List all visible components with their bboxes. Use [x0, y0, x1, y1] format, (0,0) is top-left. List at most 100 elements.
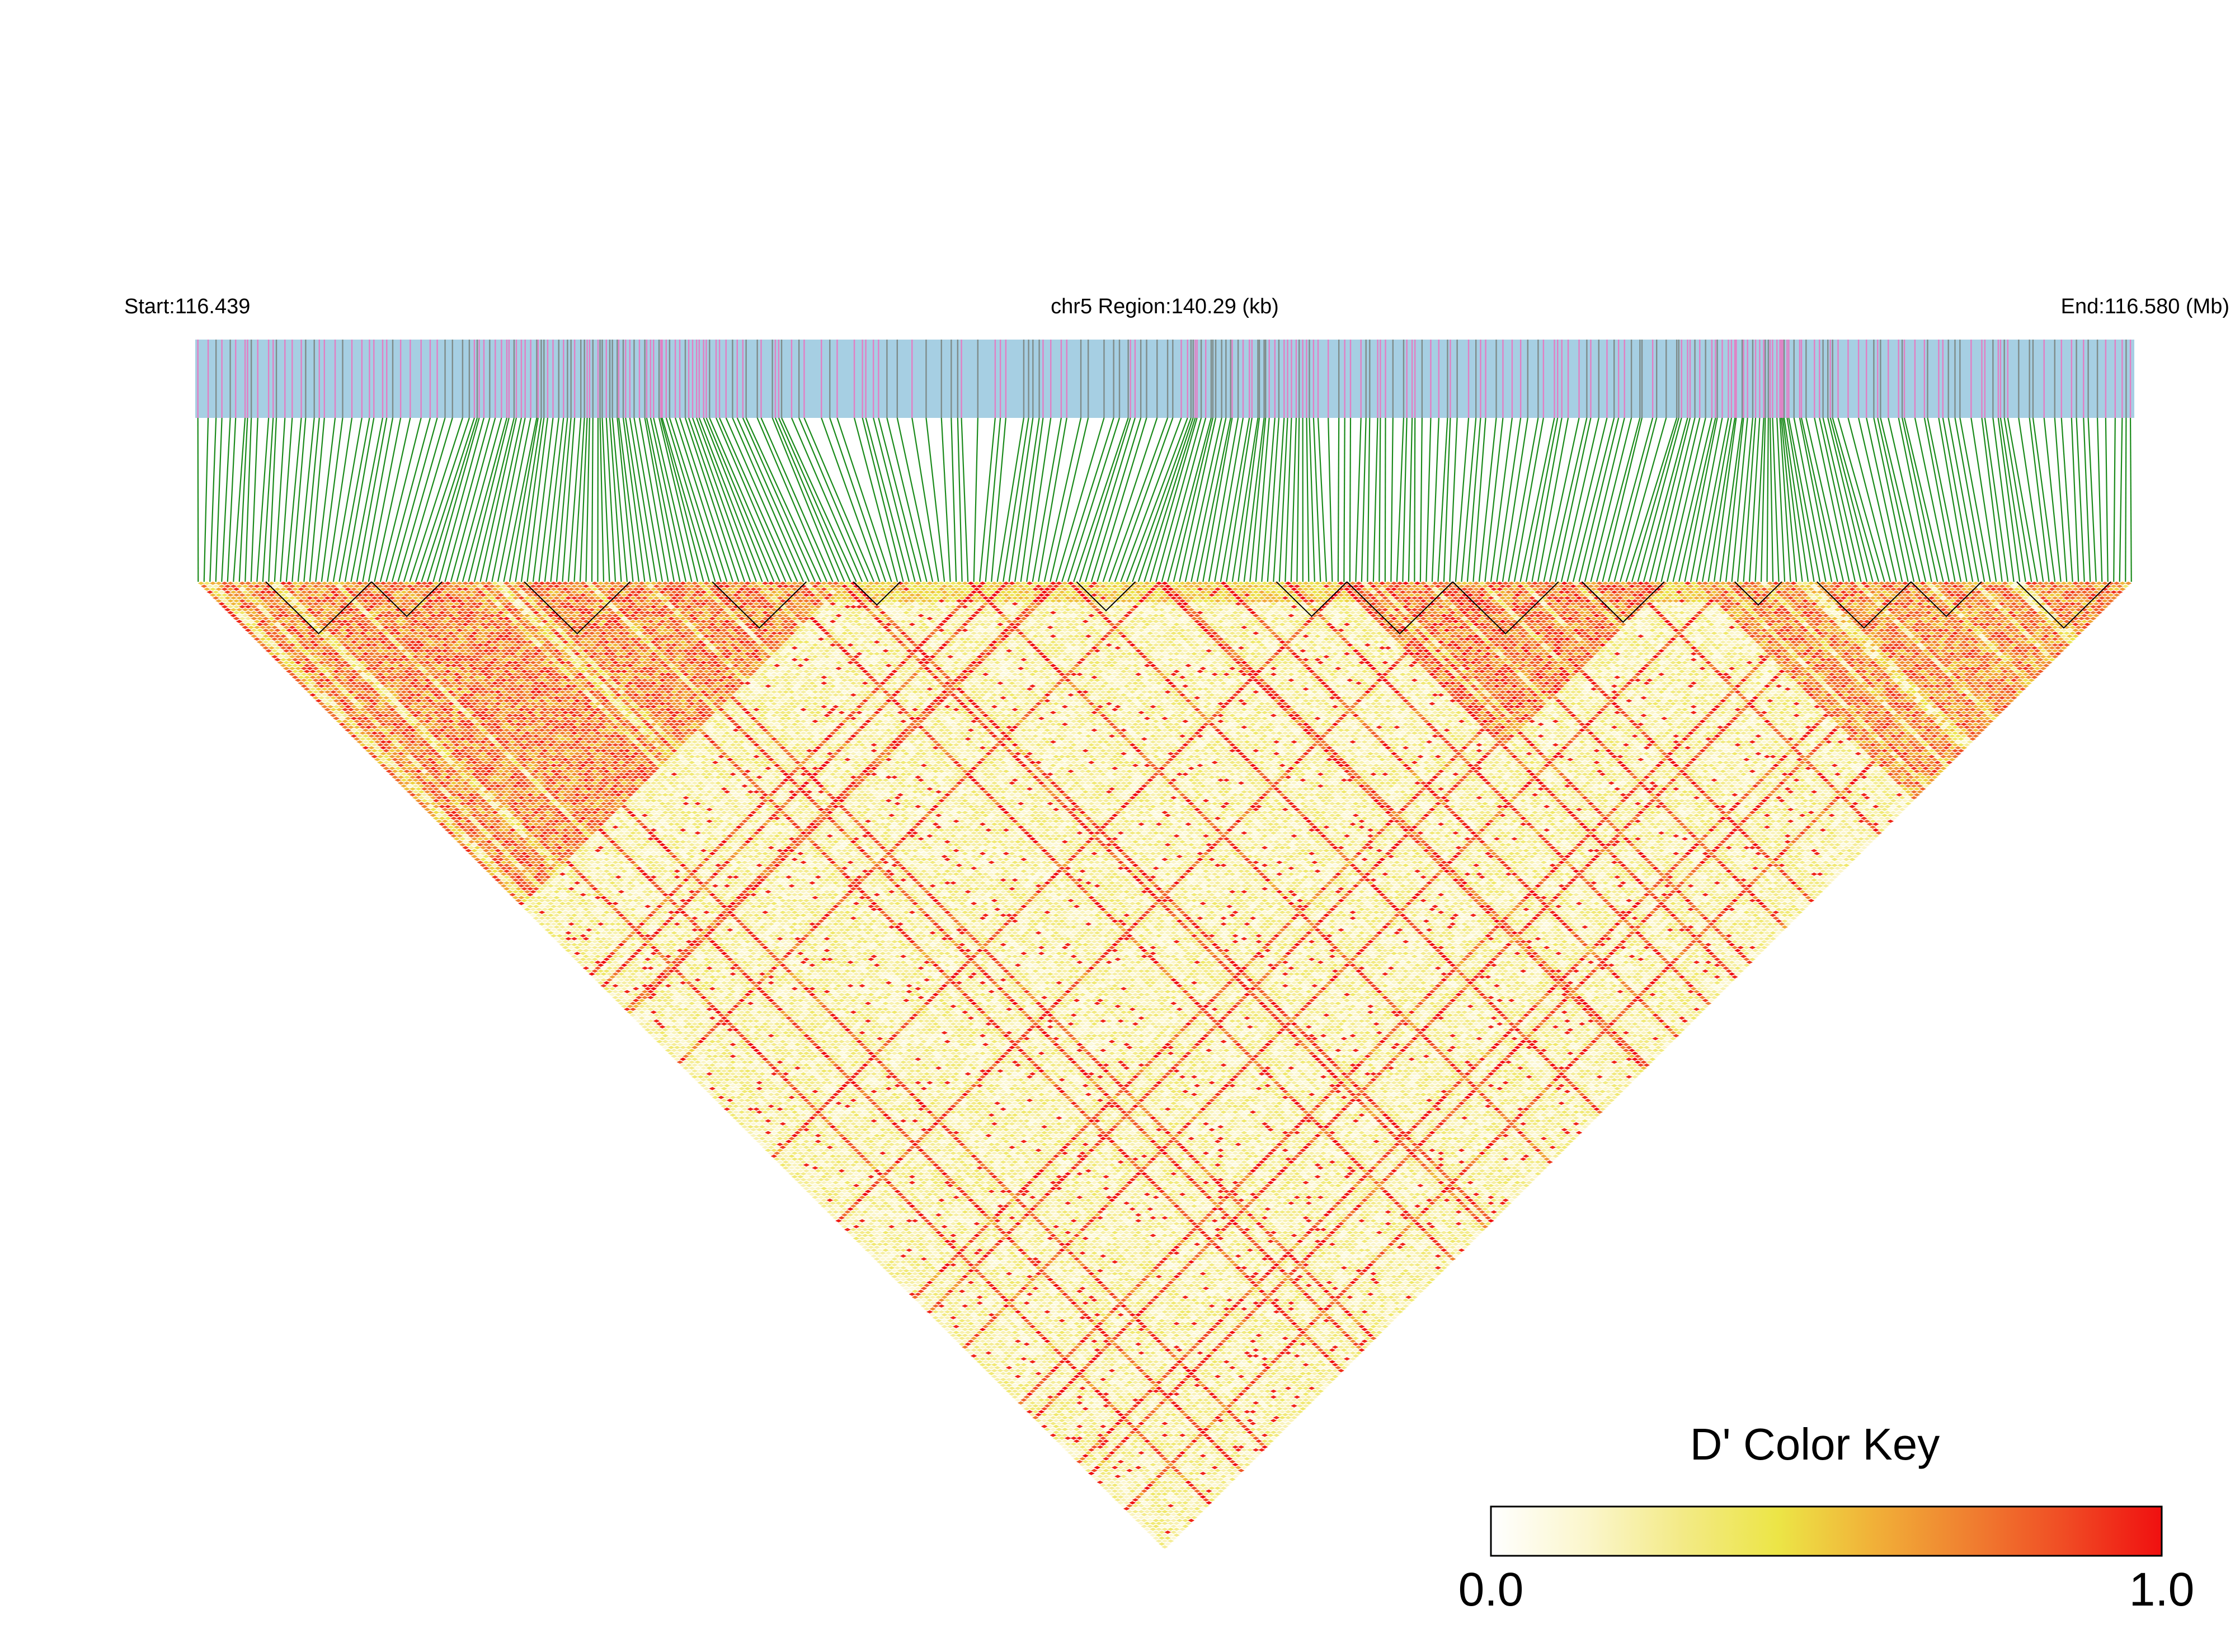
ld-block-outline	[2016, 581, 2111, 629]
snp-connector	[1155, 417, 1202, 582]
snp-connector	[368, 417, 402, 582]
snp-connector	[1959, 417, 1991, 582]
snp-connector	[644, 417, 675, 582]
snp-connector	[1549, 417, 1588, 582]
snp-connector	[1085, 417, 1136, 582]
snp-connector	[197, 417, 199, 582]
snp-connector	[638, 417, 669, 582]
snp-connector	[736, 417, 810, 582]
snp-connector	[321, 417, 344, 582]
snp-connector	[745, 417, 822, 582]
snp-connector	[1902, 417, 1938, 582]
snp-connector	[1384, 417, 1386, 582]
snp-connector	[1999, 417, 2026, 582]
snp-connector	[227, 417, 237, 582]
snp-connector	[1847, 417, 1891, 582]
snp-ticks	[197, 340, 2132, 418]
ld-block-outline	[1582, 581, 1665, 623]
snp-connector	[385, 417, 431, 582]
snp-connector	[1783, 417, 1809, 582]
snp-connector	[771, 417, 840, 582]
snp-connector	[1725, 417, 1744, 582]
snp-connector	[2083, 417, 2091, 582]
snp-connector	[688, 417, 746, 582]
snp-connector	[865, 417, 910, 582]
snp-connector	[1590, 417, 1632, 582]
snp-connector	[2119, 417, 2123, 582]
snp-connector	[591, 417, 594, 582]
snp-connector	[1067, 417, 1121, 582]
snp-connector	[1249, 417, 1267, 582]
snp-connector	[1061, 417, 1114, 582]
snp-connector	[629, 417, 657, 582]
snp-connector	[684, 417, 740, 582]
snp-connector	[509, 417, 539, 582]
ld-block-outline	[524, 581, 630, 635]
snp-connector	[1390, 417, 1394, 582]
snp-connector	[646, 417, 681, 582]
ld-cell-group	[206, 581, 2118, 1496]
snp-connector	[1020, 417, 1044, 582]
ld-cell-group	[218, 581, 2071, 1537]
snp-connector	[1306, 417, 1310, 582]
snp-connector	[760, 417, 834, 582]
snp-connector	[1819, 417, 1856, 582]
snp-connector	[2043, 417, 2062, 582]
snp-connector	[1226, 417, 1253, 582]
snp-connector	[1543, 417, 1580, 582]
snp-connector	[1566, 417, 1608, 582]
snp-connector	[1560, 417, 1599, 582]
ld-cell-group	[298, 581, 1871, 1449]
snp-connector	[2105, 417, 2109, 582]
snp-connector	[485, 417, 523, 582]
snp-connector	[1707, 417, 1736, 582]
snp-connector	[1003, 417, 1029, 582]
snp-connector	[1779, 417, 1791, 582]
ld-block-outline	[1734, 581, 1782, 606]
snp-connector	[1419, 417, 1423, 582]
snp-connector	[1408, 417, 1413, 582]
snp-connector	[1449, 417, 1458, 582]
snp-connector	[1309, 417, 1315, 582]
snp-connector	[742, 417, 816, 582]
snp-connector	[1837, 417, 1885, 582]
snp-connector	[896, 417, 934, 582]
snp-connector	[1043, 417, 1082, 582]
snp-connector	[309, 417, 325, 582]
snp-connector	[1713, 417, 1737, 582]
snp-connector	[1660, 417, 1701, 582]
snp-connector	[1317, 417, 1327, 582]
snp-connector	[669, 417, 722, 582]
snp-connector	[940, 417, 951, 582]
snp-connector	[853, 417, 898, 582]
snp-connector	[1090, 417, 1142, 582]
ld-cell-group	[218, 581, 2055, 1543]
snp-connector	[1191, 417, 1227, 582]
snp-connector	[468, 417, 510, 582]
snp-connector	[601, 417, 610, 582]
snp-connector	[1822, 417, 1862, 582]
snp-connector	[862, 417, 904, 582]
snp-connector	[957, 417, 963, 582]
snp-connector	[1179, 417, 1217, 582]
snp-connector	[1947, 417, 1979, 582]
snp-connector	[653, 417, 693, 582]
snp-connector	[379, 417, 422, 582]
snp-connector	[2029, 417, 2050, 582]
snp-connector	[356, 417, 388, 582]
snp-connector	[274, 417, 286, 582]
snp-connector	[238, 417, 248, 582]
ld-cell-group	[265, 581, 2076, 902]
snp-connector	[1014, 417, 1040, 582]
snp-connector	[1214, 417, 1244, 582]
ld-cell-group	[215, 581, 2064, 920]
snp-connector	[1478, 417, 1497, 582]
snp-connector	[1167, 417, 1212, 582]
snp-connector	[1038, 417, 1067, 582]
snp-connector	[567, 417, 582, 582]
snp-position-track	[195, 340, 2134, 418]
color-key-min-label: 0.0	[1458, 1563, 1524, 1616]
snp-connector	[2113, 417, 2116, 582]
snp-connector	[732, 417, 804, 582]
snp-connector	[1267, 417, 1280, 582]
